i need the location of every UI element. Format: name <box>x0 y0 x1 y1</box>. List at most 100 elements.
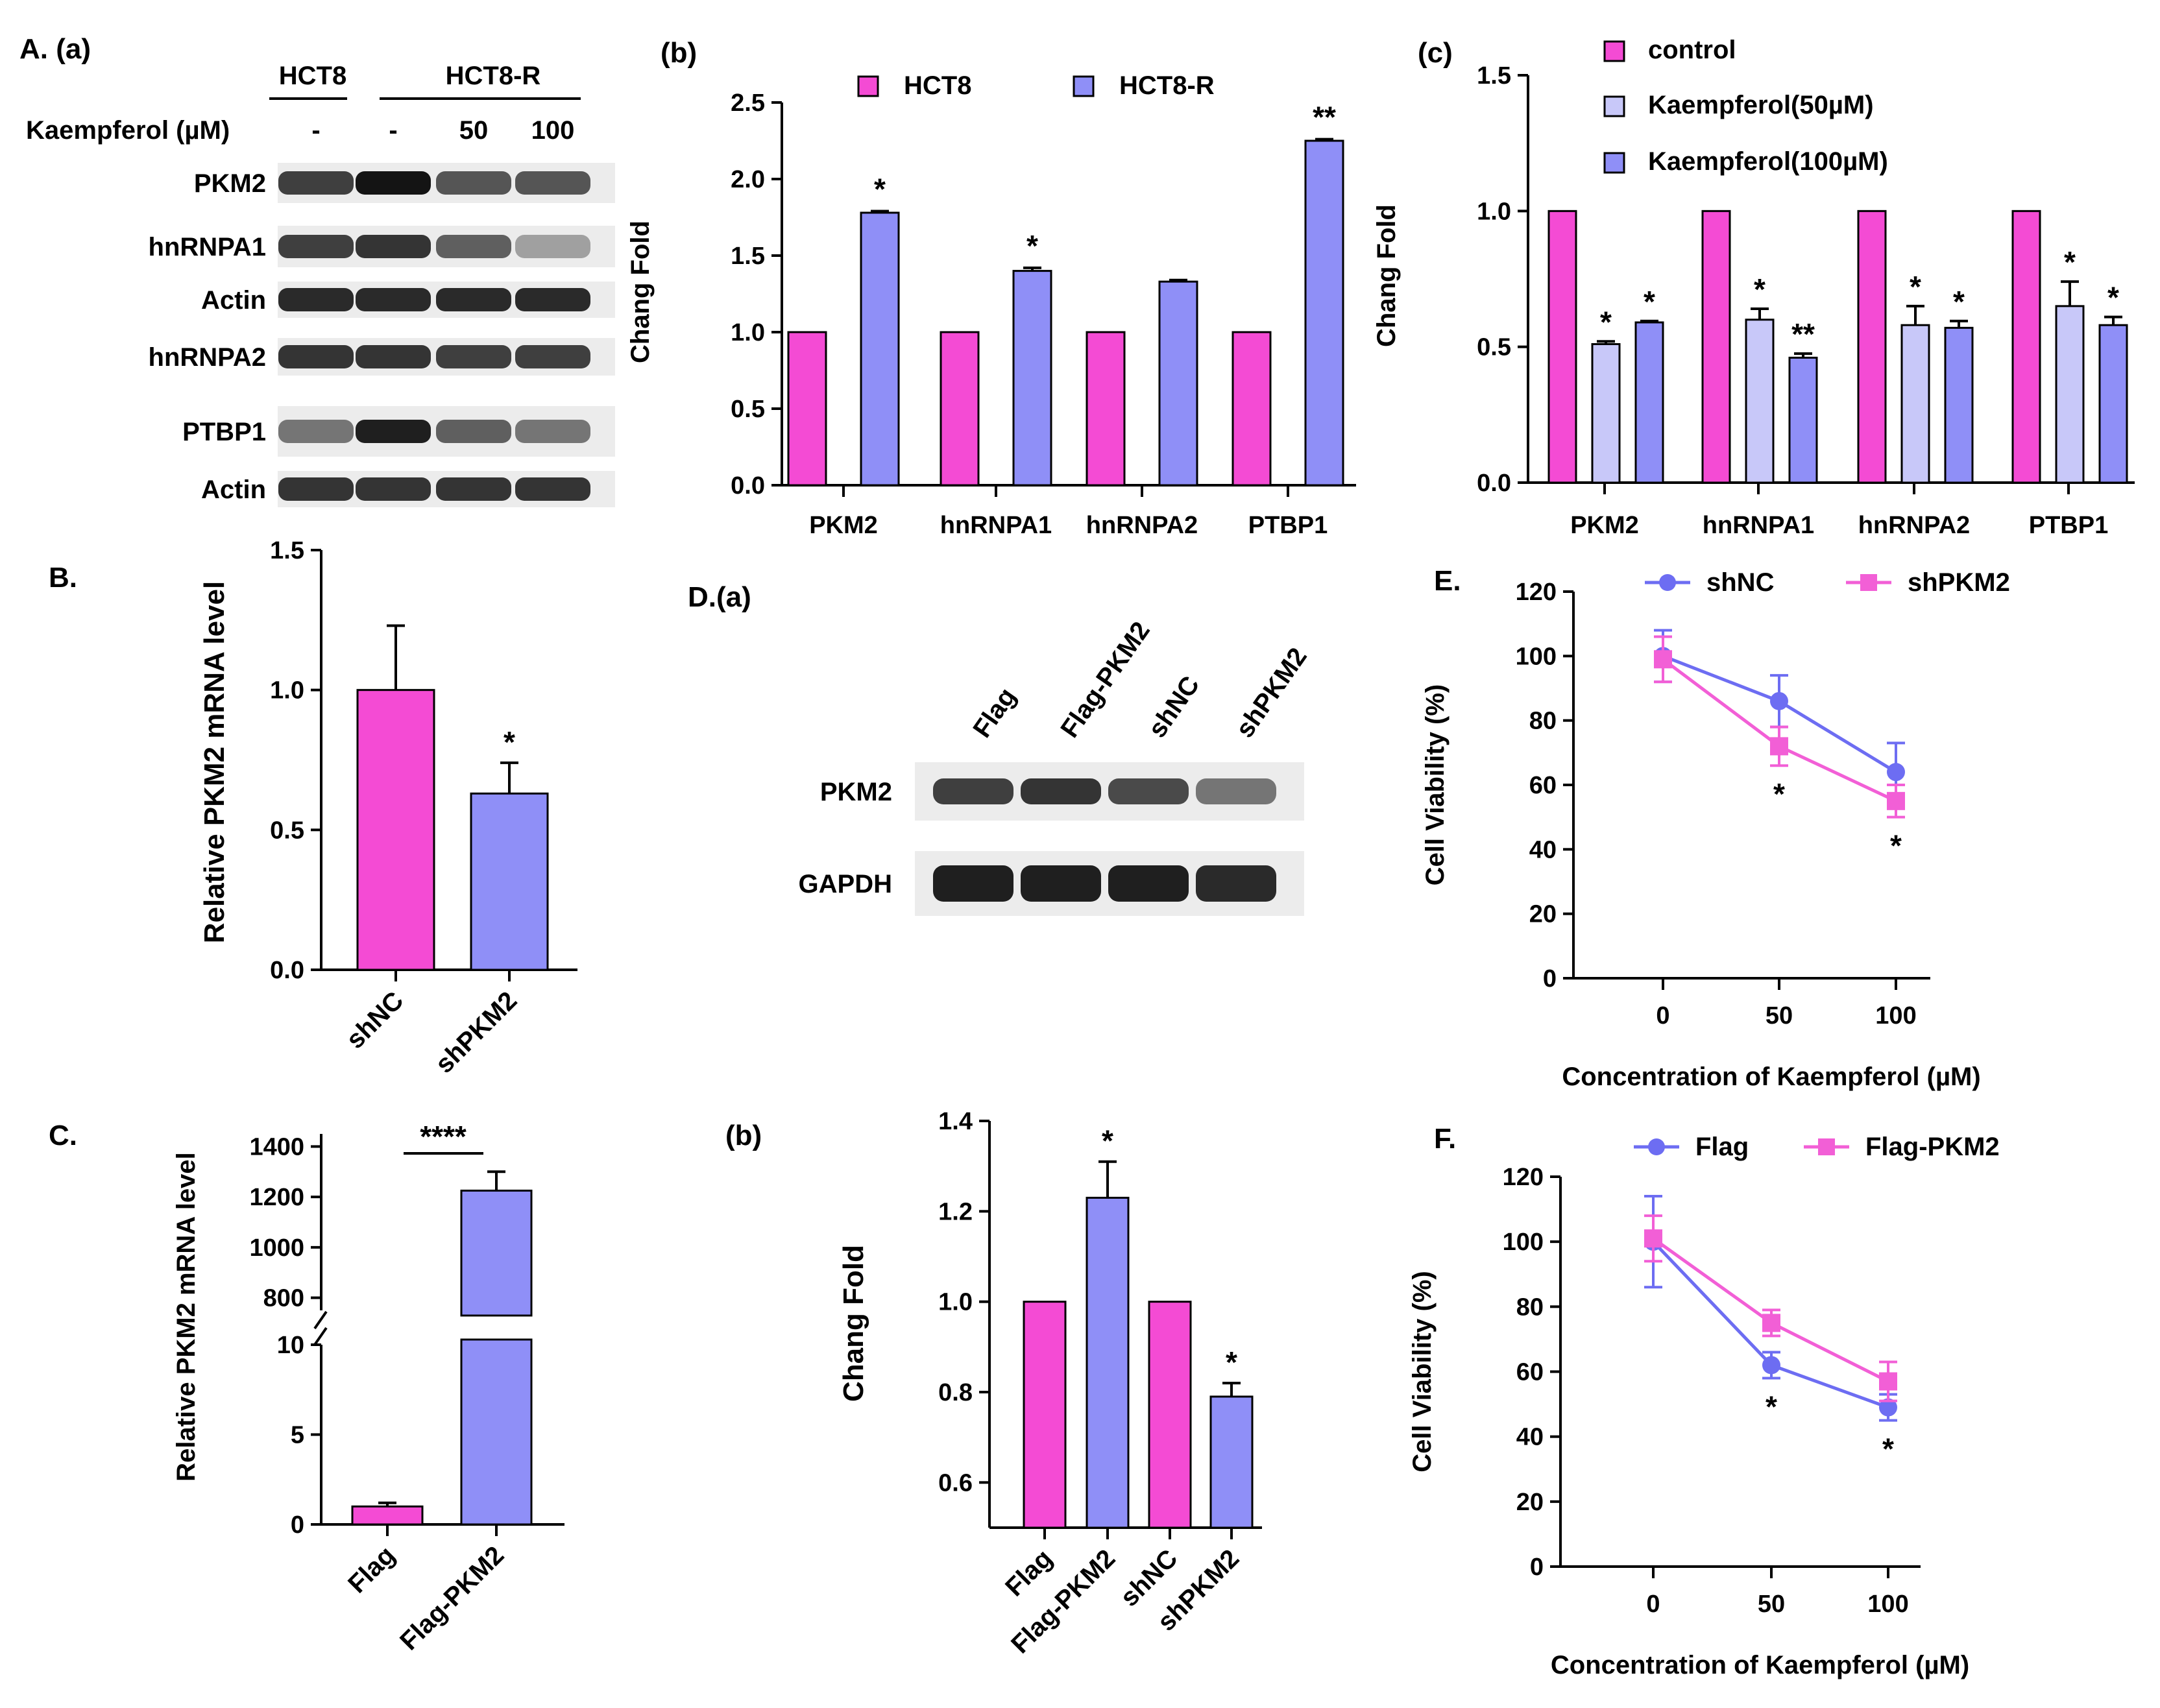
blot-band <box>356 288 431 311</box>
legend-label: Flag <box>1695 1133 1749 1161</box>
y-tick-label: 2.0 <box>731 166 765 193</box>
panel-label: F. <box>1434 1123 1456 1155</box>
x-tick-label: PKM2 <box>1570 512 1639 539</box>
significance-mark: * <box>1890 829 1902 863</box>
blot-band <box>1108 778 1189 804</box>
bar <box>1857 210 1887 484</box>
legend-swatch <box>1603 152 1625 174</box>
blot-band <box>933 865 1013 902</box>
panel-label: B. <box>49 562 77 594</box>
data-point <box>1879 1398 1897 1417</box>
data-point <box>1887 791 1905 810</box>
treatment-value: 50 <box>459 116 489 145</box>
legend-label: Kaempferol(50µM) <box>1648 91 1874 119</box>
x-tick-label: PTBP1 <box>2029 512 2108 539</box>
blot-row-label: Actin <box>201 475 266 504</box>
blot-band <box>278 345 354 368</box>
significance-mark: * <box>1754 272 1766 306</box>
legend-label: shPKM2 <box>1908 568 2010 597</box>
y-tick-label: 1.5 <box>731 243 765 270</box>
data-point <box>1887 763 1905 782</box>
bar <box>470 792 549 971</box>
significance-mark: ** <box>1791 317 1815 351</box>
blot-band <box>1021 778 1101 804</box>
blot-band <box>436 171 511 195</box>
y-tick-label: 1.5 <box>1477 62 1511 90</box>
bar <box>1634 321 1664 484</box>
y-tick-label: 60 <box>1516 1359 1544 1386</box>
x-tick-label: hnRNPA1 <box>1703 512 1814 539</box>
legend-swatch <box>1603 95 1625 117</box>
bar <box>1209 1395 1254 1529</box>
data-point <box>1644 1229 1662 1248</box>
y-axis-label: Cell Viability (%) <box>1421 684 1450 885</box>
y-tick-label: 1400 <box>249 1133 304 1161</box>
y-tick-label: 800 <box>263 1285 304 1312</box>
y-tick-label: 1.0 <box>270 677 304 704</box>
blot-band <box>278 420 354 443</box>
bar <box>460 1338 533 1526</box>
y-tick-label: 0.0 <box>270 957 304 984</box>
significance-mark: * <box>1766 1390 1777 1424</box>
axis-break-mark <box>313 1327 328 1346</box>
significance-mark: * <box>1026 229 1038 263</box>
x-tick-label: shNC <box>341 986 409 1054</box>
lane-label: Flag-PKM2 <box>1055 617 1156 743</box>
data-point <box>1770 737 1788 756</box>
legend-swatch <box>1603 40 1625 62</box>
y-tick-label: 0.8 <box>938 1379 973 1406</box>
blot-row-label: PTBP1 <box>182 418 266 446</box>
significance-mark: * <box>1226 1345 1237 1379</box>
treatment-value: - <box>389 116 397 145</box>
blot-band <box>1196 865 1276 902</box>
bar <box>1745 319 1775 484</box>
bar <box>940 331 980 487</box>
blot-band <box>436 420 511 443</box>
bar <box>460 1189 533 1317</box>
bar <box>787 331 827 487</box>
legend-label: Kaempferol(100µM) <box>1648 147 1888 176</box>
y-tick-label: 1200 <box>249 1184 304 1211</box>
y-tick-label: 0.0 <box>1477 470 1511 497</box>
significance-mark: ** <box>1313 101 1336 134</box>
x-tick-label: hnRNPA2 <box>1858 512 1970 539</box>
blot-band <box>515 288 590 311</box>
y-tick-label: 1.2 <box>938 1198 973 1225</box>
significance-mark: * <box>1102 1124 1113 1158</box>
blot-band <box>356 477 431 501</box>
blot-band <box>515 235 590 258</box>
y-axis-label: Cell Viability (%) <box>1408 1271 1437 1472</box>
significance-mark: * <box>1953 285 1965 319</box>
y-tick-label: 120 <box>1516 579 1557 606</box>
panel-label: C. <box>49 1120 77 1151</box>
significance-mark: * <box>2064 245 2076 279</box>
blot-band <box>436 345 511 368</box>
bar <box>351 1505 424 1526</box>
x-axis-label: Concentration of Kaempferol (µM) <box>1562 1063 1980 1091</box>
data-point <box>1762 1314 1780 1332</box>
panel-label: (b) <box>661 37 697 69</box>
y-tick-label: 1.5 <box>270 537 304 564</box>
blot-band <box>933 778 1013 804</box>
blot-band <box>436 477 511 501</box>
legend-marker <box>1648 1138 1665 1155</box>
y-tick-label: 40 <box>1529 836 1557 863</box>
x-tick-label: 100 <box>1875 1002 1916 1029</box>
x-tick-label: 0 <box>1656 1002 1669 1029</box>
y-tick-label: 40 <box>1516 1424 1544 1451</box>
significance-mark: * <box>2107 281 2119 315</box>
y-tick-label: 1000 <box>249 1234 304 1262</box>
blot-row-label: hnRNPA1 <box>149 233 266 261</box>
y-tick-label: 80 <box>1516 1293 1544 1321</box>
blot-row-label: PKM2 <box>820 778 892 806</box>
blot-band <box>356 171 431 195</box>
x-tick-label: PTBP1 <box>1248 512 1328 539</box>
significance-mark: * <box>1910 270 1921 304</box>
treatment-value: 100 <box>531 116 575 145</box>
legend-label: HCT8 <box>904 71 971 100</box>
significance-mark: * <box>504 725 515 759</box>
y-tick-label: 1.0 <box>938 1289 973 1316</box>
x-tick-label: Flag-PKM2 <box>394 1541 509 1655</box>
bar <box>1086 1196 1130 1529</box>
significance-mark: * <box>874 173 886 206</box>
